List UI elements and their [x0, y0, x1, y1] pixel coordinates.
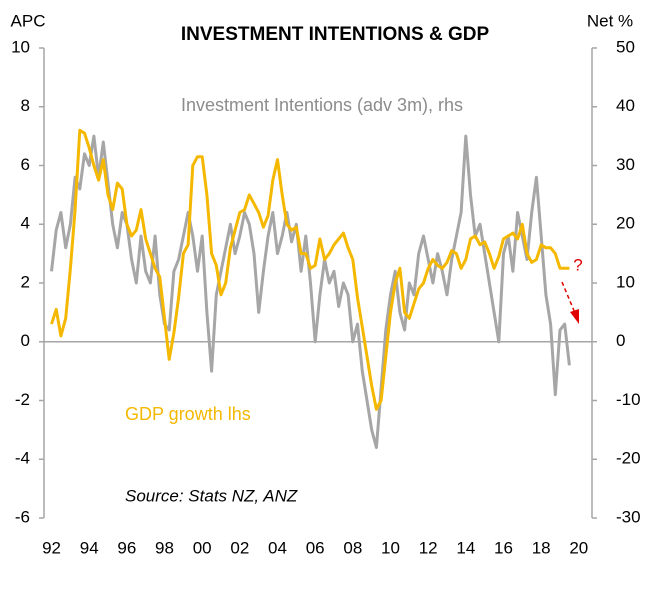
- y-tick-label: 4: [21, 214, 30, 233]
- x-tick-label: 08: [343, 538, 362, 557]
- x-tick-label: 94: [80, 538, 99, 557]
- y2-tick-label: -30: [616, 507, 641, 526]
- x-tick-label: 04: [268, 538, 287, 557]
- y-tick-label: 0: [21, 331, 30, 350]
- x-tick-label: 14: [456, 538, 475, 557]
- x-tick-label: 16: [494, 538, 513, 557]
- y-tick-label: 10: [11, 37, 30, 56]
- x-tick-label: 96: [117, 538, 136, 557]
- x-tick-label: 10: [381, 538, 400, 557]
- y-tick-label: 2: [21, 272, 30, 291]
- y2-tick-label: 40: [616, 96, 635, 115]
- y2-tick-label: 50: [616, 37, 635, 56]
- x-tick-label: 12: [419, 538, 438, 557]
- y-tick-label: -2: [15, 390, 30, 409]
- y-tick-label: 8: [21, 96, 30, 115]
- y2-tick-label: 10: [616, 272, 635, 291]
- arrow-head: [570, 309, 579, 324]
- x-tick-label: 02: [230, 538, 249, 557]
- chart-title: INVESTMENT INTENTIONS & GDP: [181, 24, 490, 45]
- y2-tick-label: -10: [616, 390, 641, 409]
- annotation: ?: [573, 255, 582, 274]
- series-label: Investment Intentions (adv 3m), rhs: [181, 95, 463, 115]
- y2-tick-label: 20: [616, 214, 635, 233]
- series-line: [50, 128, 570, 411]
- y-tick-label: -4: [15, 449, 30, 468]
- x-tick-label: 92: [42, 538, 61, 557]
- x-tick-label: 00: [193, 538, 212, 557]
- x-tick-label: 18: [532, 538, 551, 557]
- y2-tick-label: 30: [616, 155, 635, 174]
- x-tick-label: 98: [155, 538, 174, 557]
- series-label: GDP growth lhs: [125, 404, 251, 424]
- source-note: Source: Stats NZ, ANZ: [125, 486, 298, 505]
- x-tick-label: 06: [306, 538, 325, 557]
- y2-tick-label: -20: [616, 449, 641, 468]
- x-tick-label: 20: [569, 538, 588, 557]
- y2-axis-label: Net %: [587, 11, 633, 30]
- y2-tick-label: 0: [616, 331, 625, 350]
- y-tick-label: 6: [21, 155, 30, 174]
- annotation-arrow: [561, 281, 576, 314]
- y-axis-label: APC: [11, 11, 46, 30]
- y-tick-label: -6: [15, 507, 30, 526]
